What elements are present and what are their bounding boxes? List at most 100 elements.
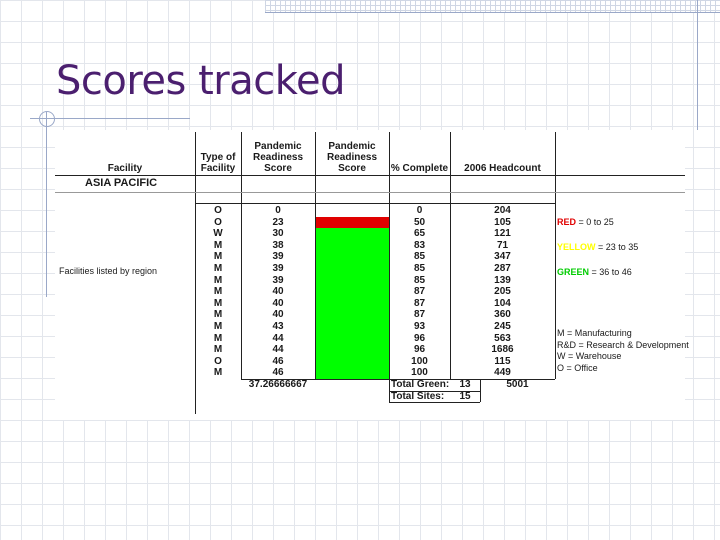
row-headcount: 139 (494, 274, 511, 286)
legend-type-1: R&D = Research & Development (557, 340, 689, 350)
title-rule-line (30, 118, 190, 119)
total-headcount: 5001 (506, 379, 529, 390)
row-headcount: 104 (494, 297, 511, 309)
row-type: M (213, 367, 223, 379)
row-headcount: 287 (494, 263, 511, 274)
legend-yellow-label: YELLOW (557, 242, 596, 252)
row-complete: 100 (411, 355, 428, 367)
total-green-value: 13 (459, 379, 471, 390)
row-score: 40 (272, 297, 284, 309)
row-complete: 87 (413, 297, 426, 309)
header-score: Pandemic Readiness Score (252, 141, 304, 174)
row-score: 23 (272, 216, 284, 228)
header-color-score: Pandemic Readiness Score (326, 141, 378, 174)
row-complete: 100 (411, 367, 428, 379)
row-complete: 87 (413, 309, 426, 321)
row-type: M (213, 309, 223, 321)
region-underline (55, 192, 685, 193)
status-fill-green (316, 344, 389, 356)
rows-bottom-line (241, 379, 555, 380)
row-score: 39 (272, 274, 284, 286)
row-score: 39 (272, 251, 284, 263)
status-fill-green (316, 367, 389, 379)
column-divider (195, 132, 196, 379)
row-score: 39 (272, 263, 284, 274)
header-pattern-band (265, 0, 720, 12)
legend-green: GREEN = 36 to 46 (557, 267, 632, 277)
status-fill-red (316, 216, 389, 229)
row-type: M (213, 251, 223, 263)
row-type: M (213, 263, 223, 274)
row-headcount: 347 (494, 251, 511, 263)
row-score: 0 (275, 205, 281, 216)
row-type: M (213, 344, 223, 356)
legend-green-range: = 36 to 46 (591, 267, 632, 277)
status-fill-green (316, 321, 389, 333)
region-side-label: Facilities listed by region (59, 266, 158, 276)
row-score: 40 (272, 309, 284, 321)
row-complete: 96 (413, 332, 426, 344)
row-score: 38 (272, 239, 284, 251)
total-sites-value: 15 (459, 390, 471, 402)
total-green-label: Total Green: (391, 379, 450, 390)
legend-red-label: RED (557, 217, 577, 227)
status-fill-green (316, 286, 389, 298)
row-score: 30 (272, 228, 284, 240)
row-type: O (214, 216, 222, 228)
row-complete: 65 (413, 228, 426, 240)
rows-top-line (195, 203, 555, 204)
row-complete: 93 (413, 321, 426, 332)
totals-divider (480, 379, 481, 403)
row-headcount: 71 (496, 239, 509, 251)
row-score: 43 (272, 321, 284, 332)
legend-type-0: M = Manufacturing (557, 328, 632, 338)
row-complete: 85 (413, 251, 426, 263)
header-headcount: 2006 Headcount (464, 163, 541, 174)
row-complete: 85 (413, 274, 426, 286)
row-type: M (213, 274, 223, 286)
header-complete: % Complete (390, 163, 449, 174)
column-divider (241, 132, 242, 379)
status-fill-green (316, 274, 389, 287)
row-score: 40 (272, 286, 284, 298)
header-facility: Facility (107, 163, 143, 174)
row-type: O (214, 355, 222, 367)
column-divider (450, 132, 451, 379)
status-fill-green (316, 355, 389, 368)
row-type: O (214, 205, 222, 216)
row-type: M (213, 239, 223, 251)
row-type: M (213, 332, 223, 344)
header-type: Type of Facility (200, 152, 236, 174)
average-score: 37.26666667 (248, 379, 308, 390)
row-complete: 96 (413, 344, 426, 356)
status-fill-green (316, 239, 389, 252)
slide-title: Scores tracked (56, 58, 345, 104)
legend-red: RED = 0 to 25 (557, 217, 614, 227)
legend-yellow-range: = 23 to 35 (598, 242, 639, 252)
row-score: 44 (272, 332, 284, 344)
row-headcount: 205 (494, 286, 511, 298)
row-score: 44 (272, 344, 284, 356)
legend-yellow: YELLOW = 23 to 35 (557, 242, 638, 252)
row-headcount: 563 (494, 332, 511, 344)
left-rule-line (46, 112, 47, 297)
legend-type-text: O = Office (557, 362, 598, 373)
row-complete: 83 (413, 239, 426, 251)
legend-type-text: W = Warehouse (557, 351, 622, 362)
row-complete: 85 (413, 263, 426, 274)
header-underline (55, 175, 685, 176)
legend-type-text: M = Manufacturing (557, 328, 632, 338)
row-headcount: 449 (494, 367, 511, 379)
legend-red-range: = 0 to 25 (578, 217, 614, 227)
top-rule-line (265, 12, 720, 13)
row-headcount: 121 (494, 228, 511, 240)
crosshair-icon (39, 111, 55, 127)
status-fill-green (316, 309, 389, 321)
row-type: M (213, 321, 223, 332)
spreadsheet: Facility Type of Facility Pandemic Readine… (55, 130, 685, 420)
status-fill-green (316, 263, 389, 275)
status-fill-green (316, 228, 389, 240)
row-complete: 0 (416, 205, 423, 216)
row-headcount: 1686 (491, 344, 514, 356)
row-score: 46 (272, 355, 284, 367)
